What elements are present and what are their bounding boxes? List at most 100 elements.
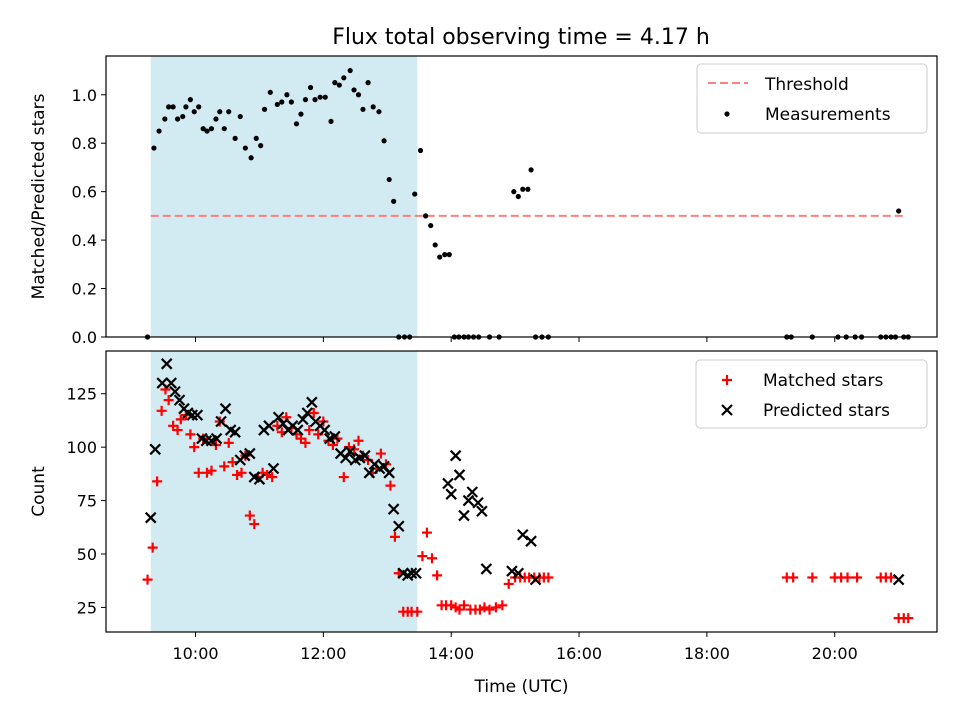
matched-star-point: [497, 600, 508, 611]
bottom-plot-area: [142, 358, 914, 624]
measurement-point: [166, 104, 172, 110]
matched-star-point: [219, 461, 230, 472]
measurement-point: [386, 176, 392, 183]
measurement-point: [226, 109, 232, 115]
predicted-star-point: [272, 411, 285, 424]
measurement-point: [370, 104, 376, 110]
measurement-point: [180, 113, 186, 120]
predicted-star-point: [219, 402, 232, 415]
measurement-point: [381, 138, 387, 144]
figure-title: Flux total observing time = 4.17 h: [332, 25, 710, 50]
matched-star-point: [267, 472, 278, 483]
predicted-star-point: [169, 385, 181, 398]
measurement-point: [284, 92, 290, 98]
matched-star-point: [427, 553, 438, 564]
matched-star-point: [417, 551, 428, 562]
measurement-point: [376, 109, 382, 115]
measurement-point: [525, 186, 531, 192]
measurement-point: [242, 145, 248, 151]
predicted-star-point: [173, 394, 186, 406]
predicted-star-point: [445, 488, 457, 500]
measurement-point: [196, 104, 202, 110]
predicted-star-point: [458, 509, 470, 522]
measurement-point: [446, 252, 452, 258]
matched-star-point: [807, 572, 818, 583]
predicted-star-point: [506, 565, 518, 577]
measurement-point: [288, 99, 294, 105]
ytick-label: 0.4: [72, 231, 97, 250]
xtick-label: 14:00: [428, 644, 474, 663]
measurement-point: [336, 82, 342, 88]
predicted-star-point: [160, 358, 173, 370]
matched-star-point: [543, 572, 554, 583]
measurement-point: [515, 193, 521, 200]
predicted-star-point: [144, 511, 157, 524]
matched-star-point: [227, 457, 238, 468]
measurement-point: [279, 99, 285, 105]
measurement-point: [423, 213, 429, 219]
predicted-star-point: [525, 535, 537, 547]
measurement-point: [200, 126, 206, 132]
ytick-label: 50: [77, 545, 97, 564]
measurement-point: [293, 121, 300, 127]
predicted-star-point: [363, 467, 376, 479]
predicted-star-point: [291, 424, 304, 436]
predicted-star-point: [210, 432, 223, 445]
legend-matched-label: Matched stars: [763, 371, 883, 391]
bottom-ticks: 25 50 75 100 125 10:00 12:00 14:00 16:00 18:00 20:…: [66, 385, 857, 663]
measurement-point: [208, 126, 215, 132]
predicted-star-point: [359, 449, 371, 462]
measurement-point: [412, 191, 418, 197]
matched-star-point: [185, 429, 196, 440]
measurement-point: [213, 116, 219, 122]
predicted-star-point: [405, 567, 418, 580]
legend-box: [695, 359, 928, 429]
matched-star-point: [432, 570, 443, 581]
matched-star-point: [201, 467, 212, 478]
matched-star-point: [412, 606, 423, 617]
ytick-label: 0.6: [72, 183, 97, 202]
predicted-star-point: [306, 396, 318, 409]
bottom-legend: Matched stars Predicted stars: [695, 359, 928, 429]
matched-star-point: [353, 435, 364, 446]
top-ylabel: Matched/Predicted stars: [29, 93, 49, 299]
xtick-label: 20:00: [812, 644, 858, 663]
matched-star-point: [163, 395, 174, 406]
predicted-star-point: [449, 449, 462, 462]
top-axes-frame: [105, 55, 938, 338]
matched-star-point: [175, 414, 186, 425]
measurement-point: [217, 109, 223, 115]
legend-predicted-label: Predicted stars: [763, 401, 890, 421]
predicted-star-point: [453, 469, 466, 481]
matched-star-point: [852, 572, 863, 583]
measurement-point: [170, 104, 176, 110]
matched-star-point: [304, 425, 315, 436]
predicted-star-point: [253, 473, 266, 485]
matched-star-point: [479, 602, 490, 613]
measurement-point: [442, 252, 448, 258]
matched-star-point: [172, 425, 183, 436]
measurement-point: [298, 111, 304, 117]
measurement-point: [528, 167, 534, 173]
bottom-panel: 25 50 75 100 125 10:00 12:00 14:00 16:00 18:00 20:…: [29, 350, 938, 697]
ytick-label: 0.2: [72, 280, 97, 299]
matched-star-point: [249, 519, 260, 530]
measurement-point: [312, 97, 318, 103]
predicted-star-point: [156, 377, 169, 389]
measurement-point: [232, 135, 238, 141]
measurement-point: [355, 92, 362, 98]
predicted-star-point: [344, 445, 356, 458]
matched-star-point: [142, 574, 153, 585]
matched-star-point: [885, 572, 896, 583]
measurement-point: [417, 147, 424, 154]
measurement-point: [221, 126, 227, 132]
measurement-point: [302, 97, 309, 103]
legend-measurements-label: Measurements: [765, 105, 891, 125]
predicted-star-point: [149, 443, 161, 456]
bottom-ylabel: Count: [29, 466, 49, 517]
measurement-point: [328, 118, 334, 125]
matched-star-point: [788, 572, 799, 583]
measurement-point: [253, 135, 259, 141]
ytick-label: 100: [66, 438, 97, 457]
predicted-star-point: [512, 567, 525, 580]
